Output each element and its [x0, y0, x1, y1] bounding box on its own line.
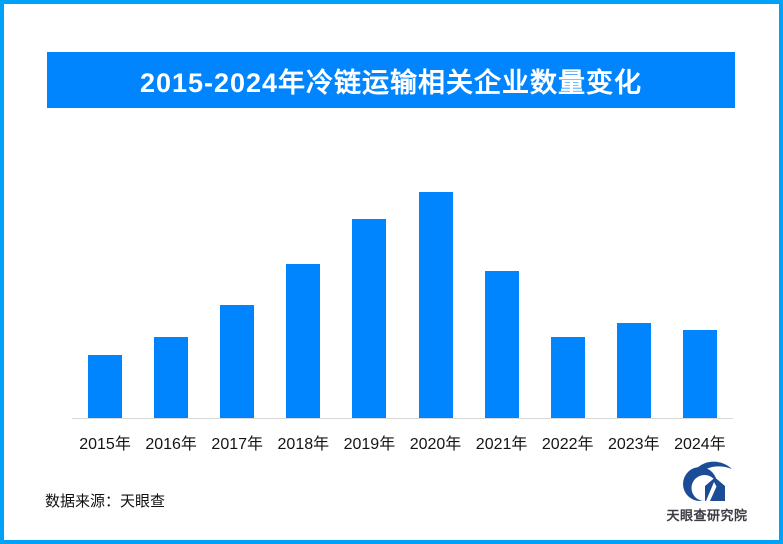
tianyancha-logo-icon [683, 461, 732, 501]
bar-2016年 [154, 337, 189, 418]
chart-title: 2015-2024年冷链运输相关企业数量变化 [139, 67, 643, 98]
bar-2023年 [616, 323, 651, 418]
x-tick-label: 2015年 [79, 436, 131, 453]
bar-slot [138, 150, 204, 418]
x-tick-label: 2016年 [145, 436, 197, 453]
x-tick-label: 2022年 [541, 436, 594, 453]
bar-slot [402, 150, 468, 418]
bar-slot [601, 150, 667, 418]
bar-2020年 [418, 192, 453, 418]
bar-2017年 [220, 305, 255, 418]
x-tick-label: 2018年 [277, 436, 330, 453]
bar-2021年 [484, 271, 519, 418]
bar-slot [336, 150, 402, 418]
bar-2015年 [88, 355, 123, 418]
data-source-note: 数据来源：天眼查 [45, 493, 166, 510]
x-tick-label: 2019年 [343, 436, 396, 453]
bar-slot [535, 150, 601, 418]
bar-2022年 [550, 337, 585, 418]
bar-chart: 2015年 2016年 2017年 2018年 2019年 2020年 2021年 2022年… [72, 150, 733, 454]
x-tick-label: 2017年 [211, 436, 264, 453]
bar-2024年 [682, 330, 717, 418]
x-axis-labels: 2015年 2016年 2017年 2018年 2019年 2020年 2021年 2022年… [72, 430, 733, 454]
x-tick-label: 2023年 [607, 436, 660, 453]
chart-title-banner: 2015-2024年冷链运输相关企业数量变化 [47, 52, 735, 108]
x-tick-label: 2020年 [409, 436, 462, 453]
x-tick-label: 2021年 [475, 436, 528, 453]
bar-slot [270, 150, 336, 418]
bar-slot [204, 150, 270, 418]
tianyancha-research-logo: 天眼查研究院 [655, 460, 759, 524]
bar-slot [667, 150, 733, 418]
bars-area [72, 150, 733, 419]
bar-2019年 [352, 219, 387, 418]
logo-text: 天眼查研究院 [666, 508, 748, 523]
bar-slot [469, 150, 535, 418]
bar-2018年 [286, 264, 321, 418]
bar-slot [72, 150, 138, 418]
x-tick-label: 2024年 [674, 436, 726, 453]
